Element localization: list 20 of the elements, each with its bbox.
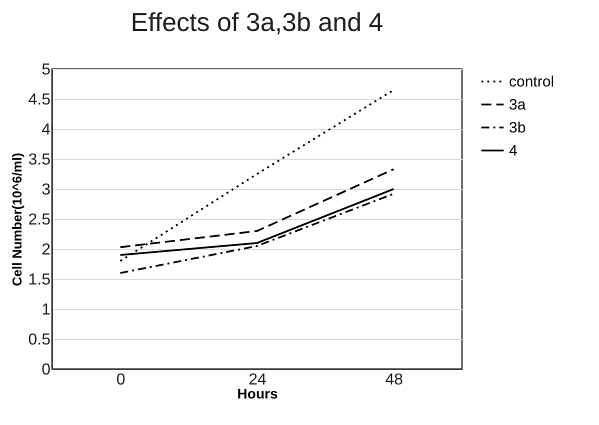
y-tick-label: 4 — [42, 122, 51, 138]
x-tick-label: 24 — [248, 372, 266, 388]
x-axis-title: Hours — [237, 386, 278, 402]
y-tick-label: 2 — [42, 242, 51, 258]
y-tick-label: 5 — [42, 62, 51, 78]
legend-label: control — [509, 74, 554, 90]
x-tick-label: 48 — [385, 372, 404, 388]
x-tick-label: 0 — [116, 372, 126, 388]
y-tick-label: 3 — [42, 182, 51, 198]
y-tick-label: 0.5 — [28, 332, 51, 348]
legend-label: 3b — [509, 120, 526, 136]
y-axis-title: Cell Number(10^6/ml) — [9, 152, 24, 286]
y-tick-label: 2.5 — [28, 212, 51, 228]
legend-label: 4 — [509, 142, 518, 160]
chart-title: Effects of 3a,3b and 4 — [130, 7, 384, 37]
y-tick-label: 4.5 — [28, 92, 51, 108]
y-tick-label: 1.5 — [28, 272, 51, 288]
y-tick-label: 3.5 — [28, 152, 51, 168]
y-tick-label: 1 — [42, 302, 51, 318]
legend-label: 3a — [509, 96, 526, 114]
